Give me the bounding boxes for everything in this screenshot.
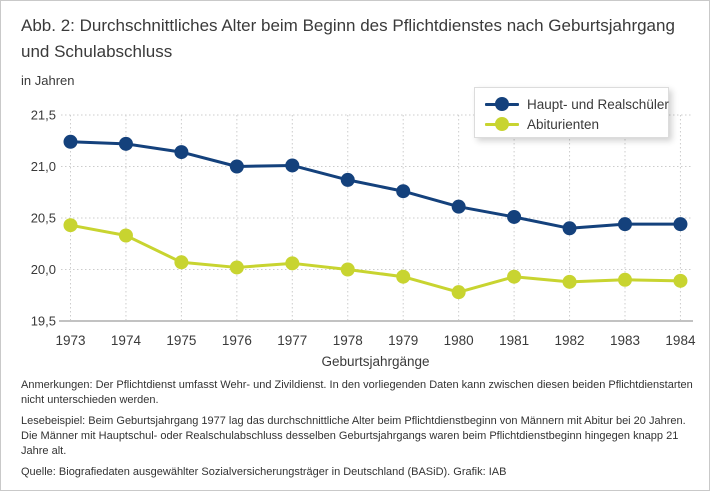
data-point <box>618 272 632 287</box>
data-point <box>673 217 688 232</box>
legend-item-abiturienten: Abiturienten <box>485 114 660 134</box>
x-tick-label: 1983 <box>610 333 640 348</box>
x-tick-label: 1984 <box>665 333 696 348</box>
data-point <box>396 184 411 199</box>
data-point <box>174 255 189 270</box>
x-axis-title: Geburtsjahrgänge <box>321 354 429 369</box>
line-chart: 21,5 21,0 20,5 20,0 19,5 1973 1974 1975 1976 1977… <box>31 108 696 370</box>
data-point <box>451 285 466 300</box>
legend-label: Abiturienten <box>527 116 600 132</box>
y-tick-label: 20,0 <box>31 262 56 277</box>
note-lesebeispiel: Lesebeispiel: Beim Geburtsjahrgang 1977 … <box>21 415 686 457</box>
x-tick-label: 1977 <box>277 333 307 348</box>
x-tick-label: 1975 <box>166 333 196 348</box>
x-tick-label: 1973 <box>55 333 85 348</box>
series-line <box>69 223 682 294</box>
data-point <box>285 256 300 271</box>
data-point <box>618 217 632 232</box>
line-dot-marker-icon <box>485 97 519 111</box>
x-tick-label: 1982 <box>555 333 585 348</box>
y-tick-label: 19,5 <box>31 314 56 329</box>
data-point <box>507 269 522 284</box>
x-tick-label: 1980 <box>444 333 474 348</box>
data-point <box>562 274 577 289</box>
data-point <box>174 145 189 160</box>
data-point <box>340 172 355 187</box>
x-tick-label: 1979 <box>388 333 418 348</box>
x-tick-label: 1981 <box>499 333 529 348</box>
unit-label: in Jahren <box>21 73 75 88</box>
data-point <box>673 273 688 288</box>
data-point <box>63 134 78 149</box>
line-dot-marker-icon <box>485 117 519 131</box>
legend-label: Haupt- und Realschüler <box>527 96 669 112</box>
data-point <box>118 136 133 151</box>
data-point <box>118 228 133 243</box>
data-point <box>285 158 300 173</box>
y-tick-label: 21,0 <box>31 159 56 174</box>
legend-dot <box>495 117 509 131</box>
legend-dot <box>495 97 509 111</box>
y-tick-label: 20,5 <box>31 211 56 226</box>
footnotes: Anmerkungen: Der Pflichtdienst umfasst W… <box>21 378 697 486</box>
note-anmerkungen: Anmerkungen: Der Pflichtdienst umfasst W… <box>21 379 693 406</box>
y-tick-label: 21,5 <box>31 108 56 123</box>
data-point <box>451 199 466 214</box>
data-point <box>396 269 411 284</box>
x-tick-label: 1978 <box>333 333 363 348</box>
note-quelle: Quelle: Biografiedaten ausgewählter Sozi… <box>21 466 507 478</box>
x-tick-label: 1976 <box>222 333 252 348</box>
data-point <box>562 221 577 236</box>
data-point <box>63 218 78 233</box>
legend-item-haupt-und-realschueler: Haupt- und Realschüler <box>485 94 669 114</box>
chart-legend: Haupt- und Realschüler Abiturienten <box>474 87 669 138</box>
data-point <box>229 260 244 275</box>
series-line <box>69 140 682 230</box>
data-point <box>507 209 522 224</box>
data-point <box>229 159 244 174</box>
x-tick-label: 1974 <box>111 333 142 348</box>
chart-title: Abb. 2: Durchschnittliches Alter beim Be… <box>21 16 675 61</box>
data-point <box>340 262 355 277</box>
